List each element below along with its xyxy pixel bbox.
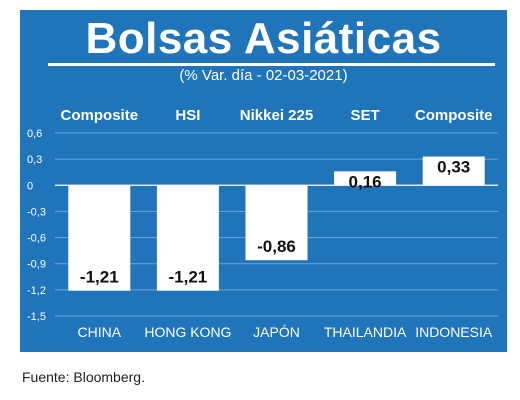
data-label: 0,16 [349,172,382,191]
index-label: Composite [61,107,139,124]
bar [422,156,485,186]
category-label: JAPÓN [253,324,300,340]
bar [68,185,131,291]
index-label: SET [351,107,380,124]
category-label: THAILANDIA [324,324,407,340]
category-label: INDONESIA [415,324,493,340]
bars [68,156,485,291]
bar [334,171,397,186]
index-labels: Composite HSI Nikkei 225 SET Composite [61,107,493,124]
y-tick-label: 0 [27,180,33,192]
bar [245,185,308,261]
y-tick-label: 0,3 [27,154,42,166]
y-tick-label: 0,6 [27,128,42,140]
data-label: -0,86 [257,237,296,256]
bar [156,185,219,291]
chart-title: Bolsas Asiáticas [85,14,442,63]
chart-subtitle: (% Var. día - 02-03-2021) [179,67,348,84]
index-label: HSI [175,107,200,124]
source-note: Fuente: Bloomberg. [22,369,145,385]
data-label: 0,33 [437,158,470,177]
y-tick-label: -1,2 [27,285,46,297]
category-label: HONG KONG [144,324,231,340]
data-labels: -1,21 -1,21 -0,86 0,16 0,33 [80,158,470,287]
y-axis-ticks: 0,6 0,3 0 -0,3 -0,6 -0,9 -1,2 -1,5 [27,128,46,323]
y-tick-label: -0,3 [27,206,46,218]
index-label: Nikkei 225 [240,107,313,124]
category-label: CHINA [78,324,122,340]
y-tick-label: -1,5 [27,311,46,323]
data-label: -1,21 [80,268,119,287]
title-underline [48,63,495,66]
category-labels: CHINA HONG KONG JAPÓN THAILANDIA INDONESIA [78,324,493,340]
y-tick-label: -0,6 [27,233,46,245]
data-label: -1,21 [169,268,208,287]
index-label: Composite [415,107,493,124]
y-tick-label: -0,9 [27,259,46,271]
